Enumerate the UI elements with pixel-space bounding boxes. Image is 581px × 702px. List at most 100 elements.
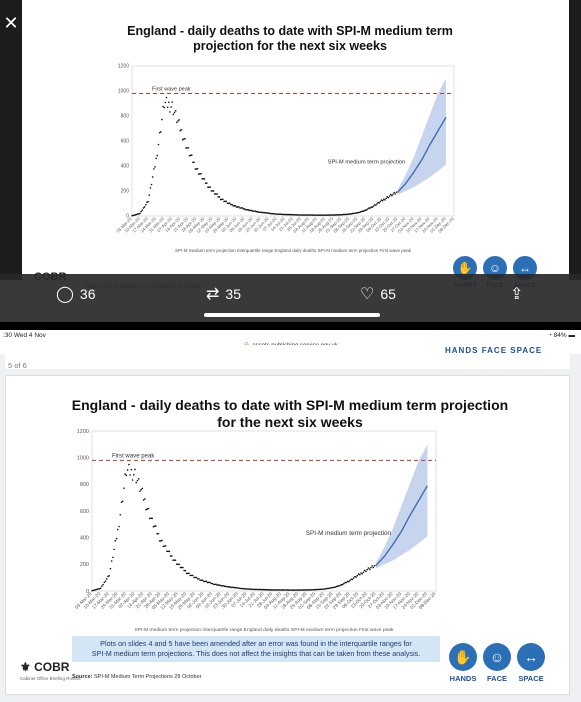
- death-point: [201, 579, 204, 581]
- death-point: [142, 499, 145, 501]
- left-strip: [0, 0, 22, 280]
- death-point: [345, 213, 347, 216]
- face-icon: ☺: [483, 643, 511, 671]
- death-point: [165, 96, 168, 99]
- reply-button[interactable]: ◯ 36: [56, 284, 95, 304]
- death-point: [270, 589, 273, 591]
- death-point: [220, 585, 222, 587]
- projection-label: SPI-M medium term projection: [306, 530, 392, 537]
- death-point: [244, 588, 247, 590]
- death-point: [175, 563, 178, 565]
- death-point: [234, 205, 237, 207]
- death-point: [319, 214, 322, 216]
- death-point: [265, 212, 268, 214]
- death-point: [387, 196, 390, 199]
- death-point: [280, 213, 283, 216]
- interquartile-band: [397, 78, 446, 195]
- death-point: [214, 583, 216, 586]
- death-point: [281, 589, 284, 591]
- death-point: [361, 573, 364, 575]
- legend: SPI-M medium term projection interquarti…: [175, 248, 412, 253]
- death-point: [373, 564, 376, 567]
- death-point: [146, 508, 149, 510]
- death-point: [346, 580, 349, 583]
- death-point: [338, 214, 340, 216]
- death-point: [151, 517, 153, 520]
- death-point: [212, 190, 215, 192]
- death-point: [150, 183, 153, 186]
- death-point: [369, 207, 371, 209]
- death-point: [266, 589, 269, 591]
- death-point: [191, 154, 193, 156]
- death-point: [238, 587, 241, 589]
- death-point: [312, 588, 314, 591]
- death-point: [300, 589, 302, 591]
- death-point: [225, 585, 227, 588]
- hands-badge: ✋ HANDS: [446, 643, 480, 683]
- title-line2: for the next six weeks: [217, 414, 363, 430]
- death-point: [194, 576, 196, 579]
- death-point: [200, 172, 202, 175]
- close-icon[interactable]: ✕: [3, 13, 19, 33]
- death-point: [228, 202, 231, 205]
- space-icon: ↔: [517, 643, 545, 671]
- death-point: [174, 110, 177, 112]
- death-point: [286, 213, 289, 216]
- death-point: [156, 532, 158, 535]
- death-point: [317, 214, 320, 216]
- death-point: [339, 584, 341, 587]
- death-point: [323, 214, 325, 216]
- death-point: [181, 138, 184, 141]
- death-point: [143, 206, 146, 208]
- death-point: [280, 589, 282, 591]
- death-point: [313, 588, 316, 591]
- death-point: [289, 589, 291, 591]
- status-bar: :30 Wed 4 Nov ◔ 84% ▬: [0, 330, 581, 342]
- page-count: 5 of 6: [8, 361, 27, 370]
- y-tick-label: 1200: [118, 64, 129, 70]
- death-point: [302, 589, 305, 591]
- y-tick-label: 600: [80, 509, 89, 515]
- death-point: [192, 161, 194, 164]
- death-point: [352, 212, 354, 215]
- death-point: [176, 121, 178, 124]
- death-point: [330, 214, 332, 216]
- share-button[interactable]: ⇪: [510, 284, 529, 304]
- death-point: [136, 479, 139, 482]
- death-point: [172, 559, 174, 562]
- death-point: [129, 474, 131, 476]
- death-point: [261, 211, 263, 214]
- death-point: [282, 589, 285, 591]
- death-point: [109, 567, 112, 570]
- retweet-button[interactable]: ⇄ 35: [206, 284, 241, 304]
- death-point: [343, 582, 345, 585]
- death-point: [182, 566, 184, 569]
- death-point: [200, 579, 203, 581]
- death-point: [337, 214, 339, 216]
- death-point: [303, 589, 306, 591]
- death-point: [316, 214, 318, 216]
- death-point: [187, 147, 190, 149]
- projection-line: [375, 485, 428, 567]
- projection-label: SPI-M medium term projection: [328, 160, 406, 166]
- death-point: [208, 186, 210, 188]
- battery-level: 84%: [553, 332, 567, 339]
- death-point: [335, 214, 338, 216]
- death-point: [278, 213, 280, 216]
- death-point: [239, 207, 241, 209]
- death-point: [157, 532, 160, 535]
- death-point: [161, 118, 163, 121]
- death-point: [183, 569, 185, 572]
- death-point: [164, 545, 167, 547]
- death-point: [314, 588, 317, 591]
- death-point: [215, 193, 217, 195]
- top-title-line1: England - daily deaths to date with SPI-…: [127, 24, 453, 38]
- death-point: [163, 106, 165, 109]
- death-point: [110, 560, 113, 562]
- death-point: [158, 131, 161, 134]
- death-point: [332, 586, 334, 589]
- death-point: [342, 213, 345, 216]
- like-button[interactable]: ♡ 65: [360, 284, 396, 304]
- death-point: [327, 214, 330, 216]
- death-point: [287, 213, 290, 216]
